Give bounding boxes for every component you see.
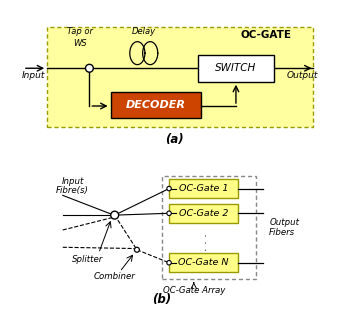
FancyBboxPatch shape (111, 92, 201, 118)
Circle shape (86, 64, 93, 72)
Text: Delay: Delay (132, 27, 156, 36)
Text: OC-Gate Array: OC-Gate Array (163, 286, 225, 295)
Text: (b): (b) (152, 293, 171, 306)
Text: Tap or: Tap or (67, 27, 93, 36)
Text: (a): (a) (165, 133, 183, 146)
Text: . . .: . . . (199, 233, 209, 251)
Text: Fibre(s): Fibre(s) (56, 186, 89, 195)
Text: Fibers: Fibers (269, 228, 295, 237)
FancyBboxPatch shape (198, 55, 274, 82)
Text: OC-Gate 2: OC-Gate 2 (179, 209, 228, 218)
Circle shape (167, 261, 171, 265)
Text: OC-Gate N: OC-Gate N (179, 258, 229, 267)
FancyBboxPatch shape (169, 179, 238, 198)
Text: Output: Output (269, 218, 299, 227)
Text: OC-Gate 1: OC-Gate 1 (179, 184, 228, 193)
Circle shape (111, 211, 119, 219)
Text: Input: Input (62, 177, 84, 186)
Text: Output: Output (286, 71, 317, 80)
FancyBboxPatch shape (169, 253, 238, 272)
FancyBboxPatch shape (47, 27, 313, 127)
Text: Input: Input (22, 71, 45, 80)
FancyBboxPatch shape (169, 204, 238, 223)
Circle shape (167, 186, 171, 191)
Text: Combiner: Combiner (94, 272, 135, 281)
Circle shape (134, 247, 140, 252)
Text: Splitter: Splitter (72, 255, 103, 264)
Text: DECODER: DECODER (126, 100, 186, 110)
Text: OC-GATE: OC-GATE (241, 30, 292, 40)
Text: WS: WS (73, 39, 87, 48)
Text: SWITCH: SWITCH (215, 63, 256, 73)
Circle shape (167, 211, 171, 216)
